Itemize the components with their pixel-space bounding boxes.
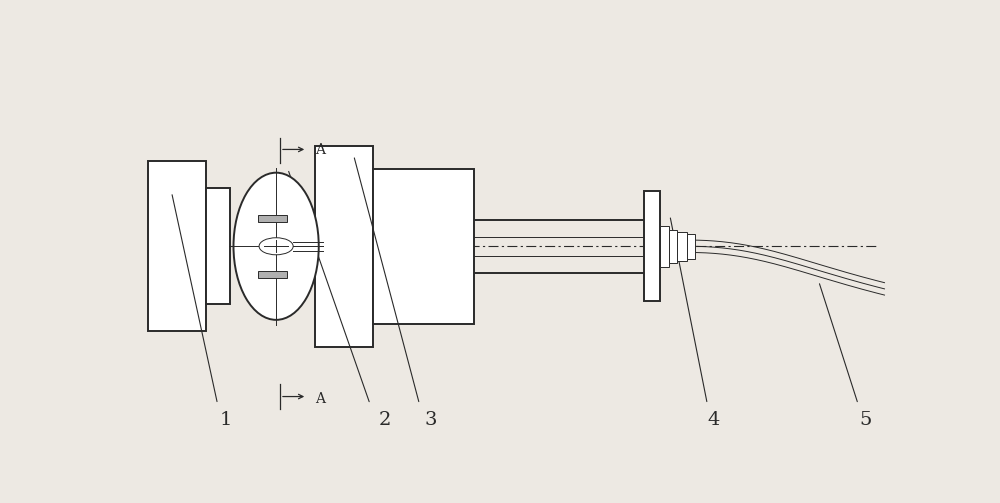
Bar: [660, 226, 669, 267]
Circle shape: [259, 238, 293, 255]
Text: 5: 5: [859, 411, 871, 429]
Bar: [258, 215, 287, 222]
Bar: [373, 169, 474, 324]
Text: A: A: [315, 392, 325, 406]
Bar: [315, 145, 373, 347]
Text: 2: 2: [378, 411, 391, 429]
Text: 1: 1: [220, 411, 232, 429]
Text: 3: 3: [425, 411, 437, 429]
Bar: [258, 271, 287, 278]
Bar: [669, 230, 677, 263]
Bar: [148, 161, 206, 331]
Bar: [677, 232, 687, 261]
Bar: [644, 191, 660, 301]
Ellipse shape: [234, 173, 319, 320]
Bar: [206, 188, 230, 304]
Bar: [687, 234, 695, 259]
Text: 4: 4: [708, 411, 720, 429]
Text: A: A: [315, 143, 325, 157]
